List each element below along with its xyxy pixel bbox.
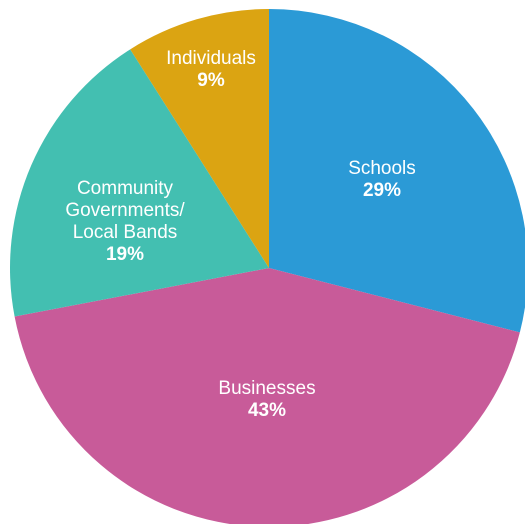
pie-slice-community-governments-local-bands — [10, 49, 270, 317]
pie-slice-businesses — [14, 268, 520, 524]
slice-percent-label: 19% — [106, 244, 144, 265]
slices-layer — [10, 9, 525, 524]
slice-label: Schools — [348, 158, 416, 179]
slice-percent-label: 9% — [197, 70, 225, 91]
slice-label: Community — [77, 178, 174, 199]
pie-slice-individuals — [130, 9, 269, 268]
slice-label: Governments/ — [65, 200, 185, 221]
slice-label: Businesses — [218, 378, 315, 399]
slice-percent-label: 43% — [248, 400, 286, 421]
slice-label: Individuals — [166, 48, 256, 69]
slice-label: Local Bands — [73, 222, 178, 243]
slice-percent-label: 29% — [363, 180, 401, 201]
pie-slice-schools — [269, 9, 525, 333]
